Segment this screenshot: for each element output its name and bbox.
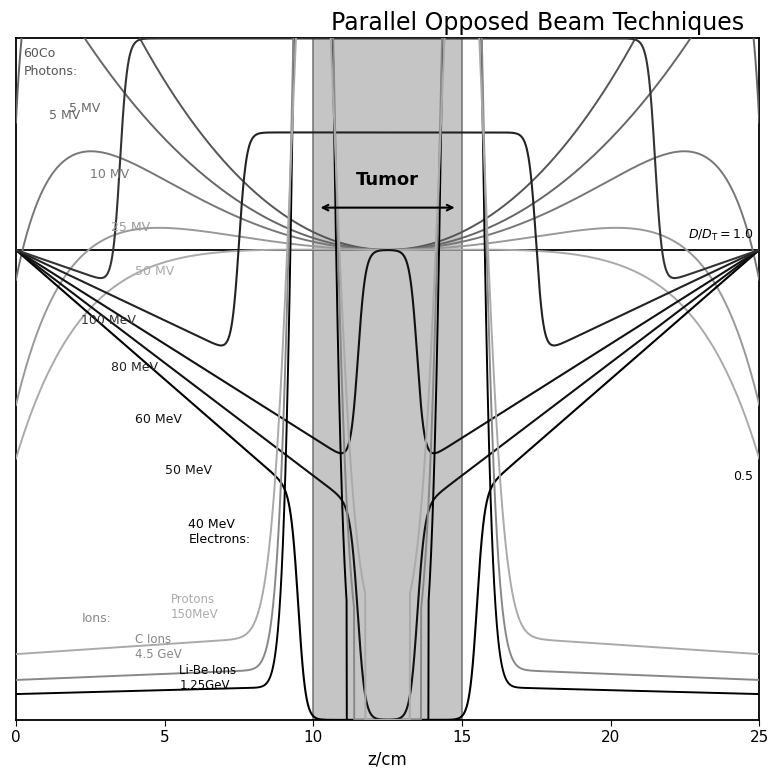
X-axis label: z/cm: z/cm bbox=[367, 751, 407, 769]
Text: 80 MeV: 80 MeV bbox=[111, 361, 158, 374]
Bar bbox=[314, 38, 462, 720]
Text: 60Co: 60Co bbox=[23, 47, 55, 59]
Text: 5 MV: 5 MV bbox=[48, 109, 80, 122]
Text: 100 MeV: 100 MeV bbox=[81, 314, 136, 327]
Text: 0.5: 0.5 bbox=[733, 470, 753, 483]
Text: Parallel Opposed Beam Techniques: Parallel Opposed Beam Techniques bbox=[332, 11, 744, 35]
Text: Protons
150MeV: Protons 150MeV bbox=[171, 593, 218, 621]
Text: Photons:: Photons: bbox=[23, 66, 77, 79]
Text: 40 MeV
Electrons:: 40 MeV Electrons: bbox=[189, 518, 250, 546]
Text: Tumor: Tumor bbox=[356, 171, 419, 189]
Text: 5 MV: 5 MV bbox=[69, 102, 101, 115]
Text: 10 MV: 10 MV bbox=[90, 168, 129, 181]
Text: $D/D_{\rm T}=1.0$: $D/D_{\rm T}=1.0$ bbox=[688, 228, 753, 243]
Text: Li-Be Ions
1.25GeV: Li-Be Ions 1.25GeV bbox=[179, 664, 236, 692]
Text: C Ions
4.5 GeV: C Ions 4.5 GeV bbox=[135, 633, 182, 661]
Text: 50 MeV: 50 MeV bbox=[165, 464, 211, 477]
Text: Ions:: Ions: bbox=[81, 612, 112, 626]
Text: 50 MV: 50 MV bbox=[135, 264, 174, 278]
Text: 25 MV: 25 MV bbox=[111, 221, 151, 234]
Text: 60 MeV: 60 MeV bbox=[135, 413, 182, 426]
